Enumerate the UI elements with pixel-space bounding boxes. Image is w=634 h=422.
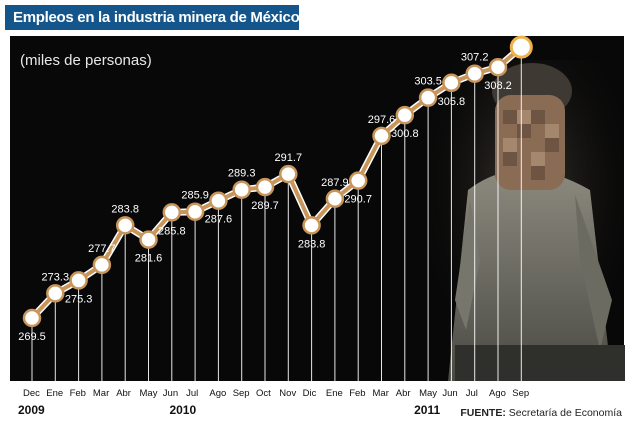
x-tick-label: Abr [116,388,131,399]
data-point [279,164,298,184]
data-label: 285.8 [158,225,186,237]
data-label: 305.8 [438,96,466,108]
data-point [162,203,182,222]
data-label: 269.5 [18,331,46,343]
x-tick-label: Feb [69,388,86,399]
data-point [92,255,112,275]
data-point [302,216,321,235]
data-label: 287.9 [321,177,349,189]
x-tick-label: Ago [489,388,506,399]
year-label: 2010 [169,403,197,417]
chart-title: Empleos en la industria minera de México [13,9,300,26]
data-label: 297.6 [368,114,396,126]
x-tick-label: May [139,388,158,399]
data-point [442,73,461,93]
data-label: 283.8 [111,203,139,215]
x-tick-label: Nov [279,388,297,399]
data-label: 273.3 [42,271,70,283]
data-label: 308.2 [484,80,512,92]
data-point [139,230,158,249]
data-point [465,64,484,83]
title-bar: Empleos en la industria minera de México [5,5,300,30]
data-label: 275.3 [65,293,93,305]
data-label: 289.3 [228,168,256,180]
data-point [325,189,345,209]
data-point [22,308,42,328]
data-label: 281.6 [135,253,163,265]
year-label: 2011 [414,403,441,417]
data-label: 290.7 [344,194,372,206]
x-tick-label: Jun [442,388,458,399]
x-tick-label: Jul [465,388,478,399]
data-label: 283.8 [298,238,326,250]
data-label: 285.9 [181,190,209,202]
data-point [348,171,368,190]
data-point [115,216,135,235]
data-point [255,177,275,197]
x-tick-label: Sep [512,388,530,399]
data-point [69,271,88,290]
source-label: FUENTE: [460,407,506,419]
data-label: 307.2 [461,52,489,64]
series-line [30,45,523,320]
data-point [46,284,65,303]
x-tick-label: Jun [162,388,179,399]
x-tick-label: Jul [186,388,199,399]
x-tick-label: Ago [209,388,227,399]
x-tick-label: Dic [302,388,317,399]
y-axis-label: (miles de personas) [20,52,152,69]
data-label: 311.3 [504,19,538,35]
data-point [395,105,415,125]
data-label: 303.5 [414,76,442,88]
data-point [185,202,205,221]
x-tick-label: Abr [395,388,411,399]
x-tick-label: Ene [46,388,64,399]
x-tick-label: Ene [325,388,343,399]
source-text: Secretaría de Economía [508,407,622,419]
x-tick-label: Dec [23,388,40,399]
x-tick-label: Feb [349,388,366,399]
data-label: 289.7 [251,200,279,212]
data-label: 287.6 [205,214,233,226]
data-label: 291.7 [275,152,303,164]
data-point [418,88,438,107]
x-tick-label: Mar [92,388,110,399]
year-label: 2009 [18,403,45,417]
data-label: 277.7 [88,243,116,255]
data-point [209,191,228,210]
data-point [372,126,391,146]
source-credit: FUENTE: Secretaría de Economía [460,407,622,419]
x-tick-label: Oct [256,388,271,399]
x-tick-label: Sep [232,388,250,399]
data-point [488,57,508,77]
data-point [232,180,251,199]
data-point [509,35,533,59]
x-tick-label: Mar [372,388,389,399]
x-tick-label: May [419,388,438,399]
data-label: 300.8 [391,128,419,140]
